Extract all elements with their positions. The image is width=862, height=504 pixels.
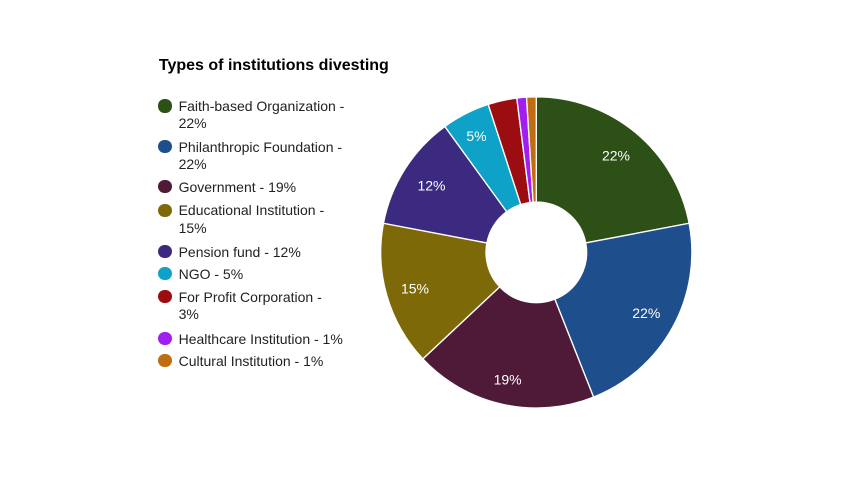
svg-text:22%: 22% (632, 305, 660, 321)
svg-text:15%: 15% (401, 281, 429, 297)
svg-text:12%: 12% (417, 178, 445, 194)
svg-text:5%: 5% (466, 128, 486, 144)
svg-text:22%: 22% (602, 147, 630, 163)
svg-text:19%: 19% (494, 372, 522, 388)
